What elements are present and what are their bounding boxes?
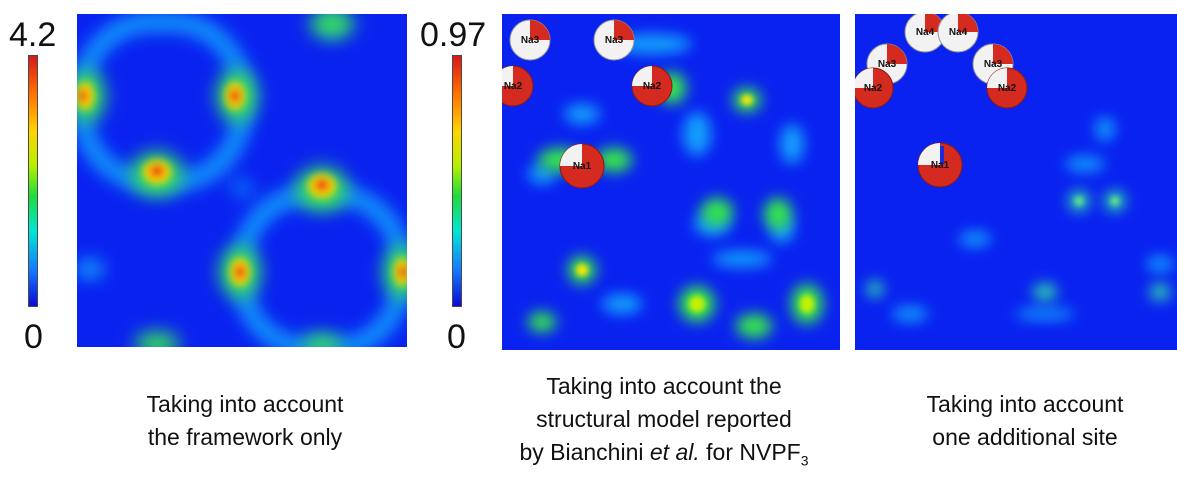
panel3-caption-line2: one additional site xyxy=(932,424,1118,450)
panel2-caption-prefix: by Bianchini xyxy=(519,439,650,465)
svg-text:Na2: Na2 xyxy=(998,83,1017,94)
atom-na3-left: Na3 xyxy=(509,19,551,61)
svg-text:Na3: Na3 xyxy=(605,35,624,46)
panel1-colorbar xyxy=(28,55,38,307)
svg-text:Na3: Na3 xyxy=(984,59,1003,70)
panel1-caption-line1: Taking into account xyxy=(146,391,344,417)
panel2-scale-min: 0 xyxy=(447,318,466,356)
svg-text:Na3: Na3 xyxy=(878,59,897,70)
atom-na2-left: Na2 xyxy=(855,67,894,109)
panel2-caption-line2: structural model reported xyxy=(536,406,792,432)
panel2-caption-suffix: for NVPF xyxy=(699,439,801,465)
svg-text:Na2: Na2 xyxy=(643,81,662,92)
atom-na4-right: Na4 xyxy=(937,14,979,53)
atom-na3-right: Na3 xyxy=(593,19,635,61)
svg-text:Na4: Na4 xyxy=(949,27,968,38)
panel1-scale-max: 4.2 xyxy=(9,16,57,54)
panel3-density-map: Na4 Na4 Na3 Na3 Na2 Na2 xyxy=(855,14,1177,350)
panel2-caption-subscript: 3 xyxy=(800,452,809,469)
svg-text:Na2: Na2 xyxy=(504,81,523,92)
panel2-caption: Taking into account the structural model… xyxy=(474,370,854,478)
panel1-caption-line2: the framework only xyxy=(147,424,343,450)
panel2-colorbar xyxy=(452,55,462,307)
panel2-caption-line3: by Bianchini et al. for NVPF3 xyxy=(474,436,854,478)
panel3-caption-line1: Taking into account xyxy=(926,391,1124,417)
svg-text:Na1: Na1 xyxy=(573,161,592,172)
atom-na2-right: Na2 xyxy=(631,65,673,107)
atom-na4-left: Na4 xyxy=(904,14,946,53)
svg-text:Na2: Na2 xyxy=(864,83,883,94)
panel2-caption-line1: Taking into account the xyxy=(546,373,782,399)
atom-na2-right: Na2 xyxy=(986,67,1028,109)
panel3-caption: Taking into account one additional site xyxy=(880,388,1170,454)
panel1-scale-min: 0 xyxy=(24,318,43,356)
panel2-density-map: Na3 Na3 Na2 Na2 Na1 xyxy=(502,14,840,350)
panel1-caption: Taking into account the framework only xyxy=(100,388,390,454)
panel2-caption-italic: et al. xyxy=(649,439,700,465)
svg-text:Na1: Na1 xyxy=(931,160,950,171)
panel1-density-map xyxy=(77,14,407,347)
svg-text:Na3: Na3 xyxy=(521,35,540,46)
panel2-scale-max: 0.97 xyxy=(420,16,487,54)
atom-na1: Na1 xyxy=(917,142,963,188)
atom-na1: Na1 xyxy=(559,143,605,189)
svg-text:Na4: Na4 xyxy=(916,27,935,38)
atom-na2-left: Na2 xyxy=(502,65,534,107)
